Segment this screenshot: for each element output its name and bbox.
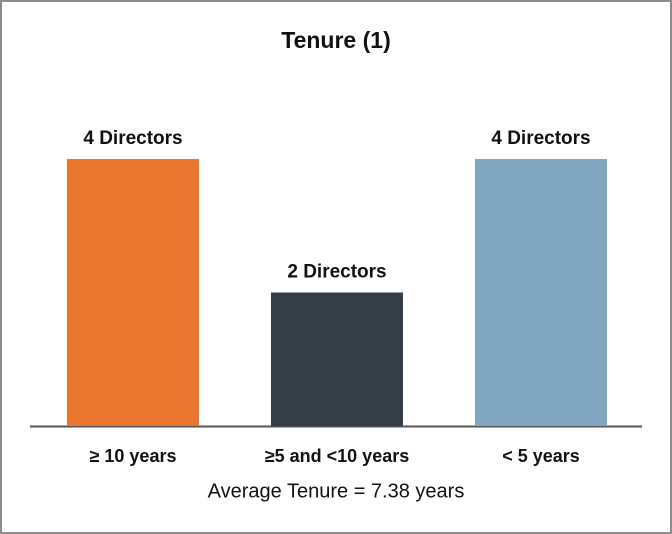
- value-label: 4 Directors: [83, 128, 182, 149]
- value-label: 2 Directors: [287, 262, 386, 283]
- chart-title: Tenure (1): [281, 27, 390, 53]
- bar: [67, 159, 199, 426]
- value-label: 4 Directors: [491, 128, 590, 149]
- x-tick-label: < 5 years: [502, 446, 580, 466]
- x-tick-label: ≥ 10 years: [90, 446, 177, 466]
- bar: [271, 292, 403, 426]
- x-tick-label: ≥5 and <10 years: [265, 446, 409, 466]
- annotation: Average Tenure = 7.38 years: [208, 480, 465, 502]
- bar: [475, 159, 607, 426]
